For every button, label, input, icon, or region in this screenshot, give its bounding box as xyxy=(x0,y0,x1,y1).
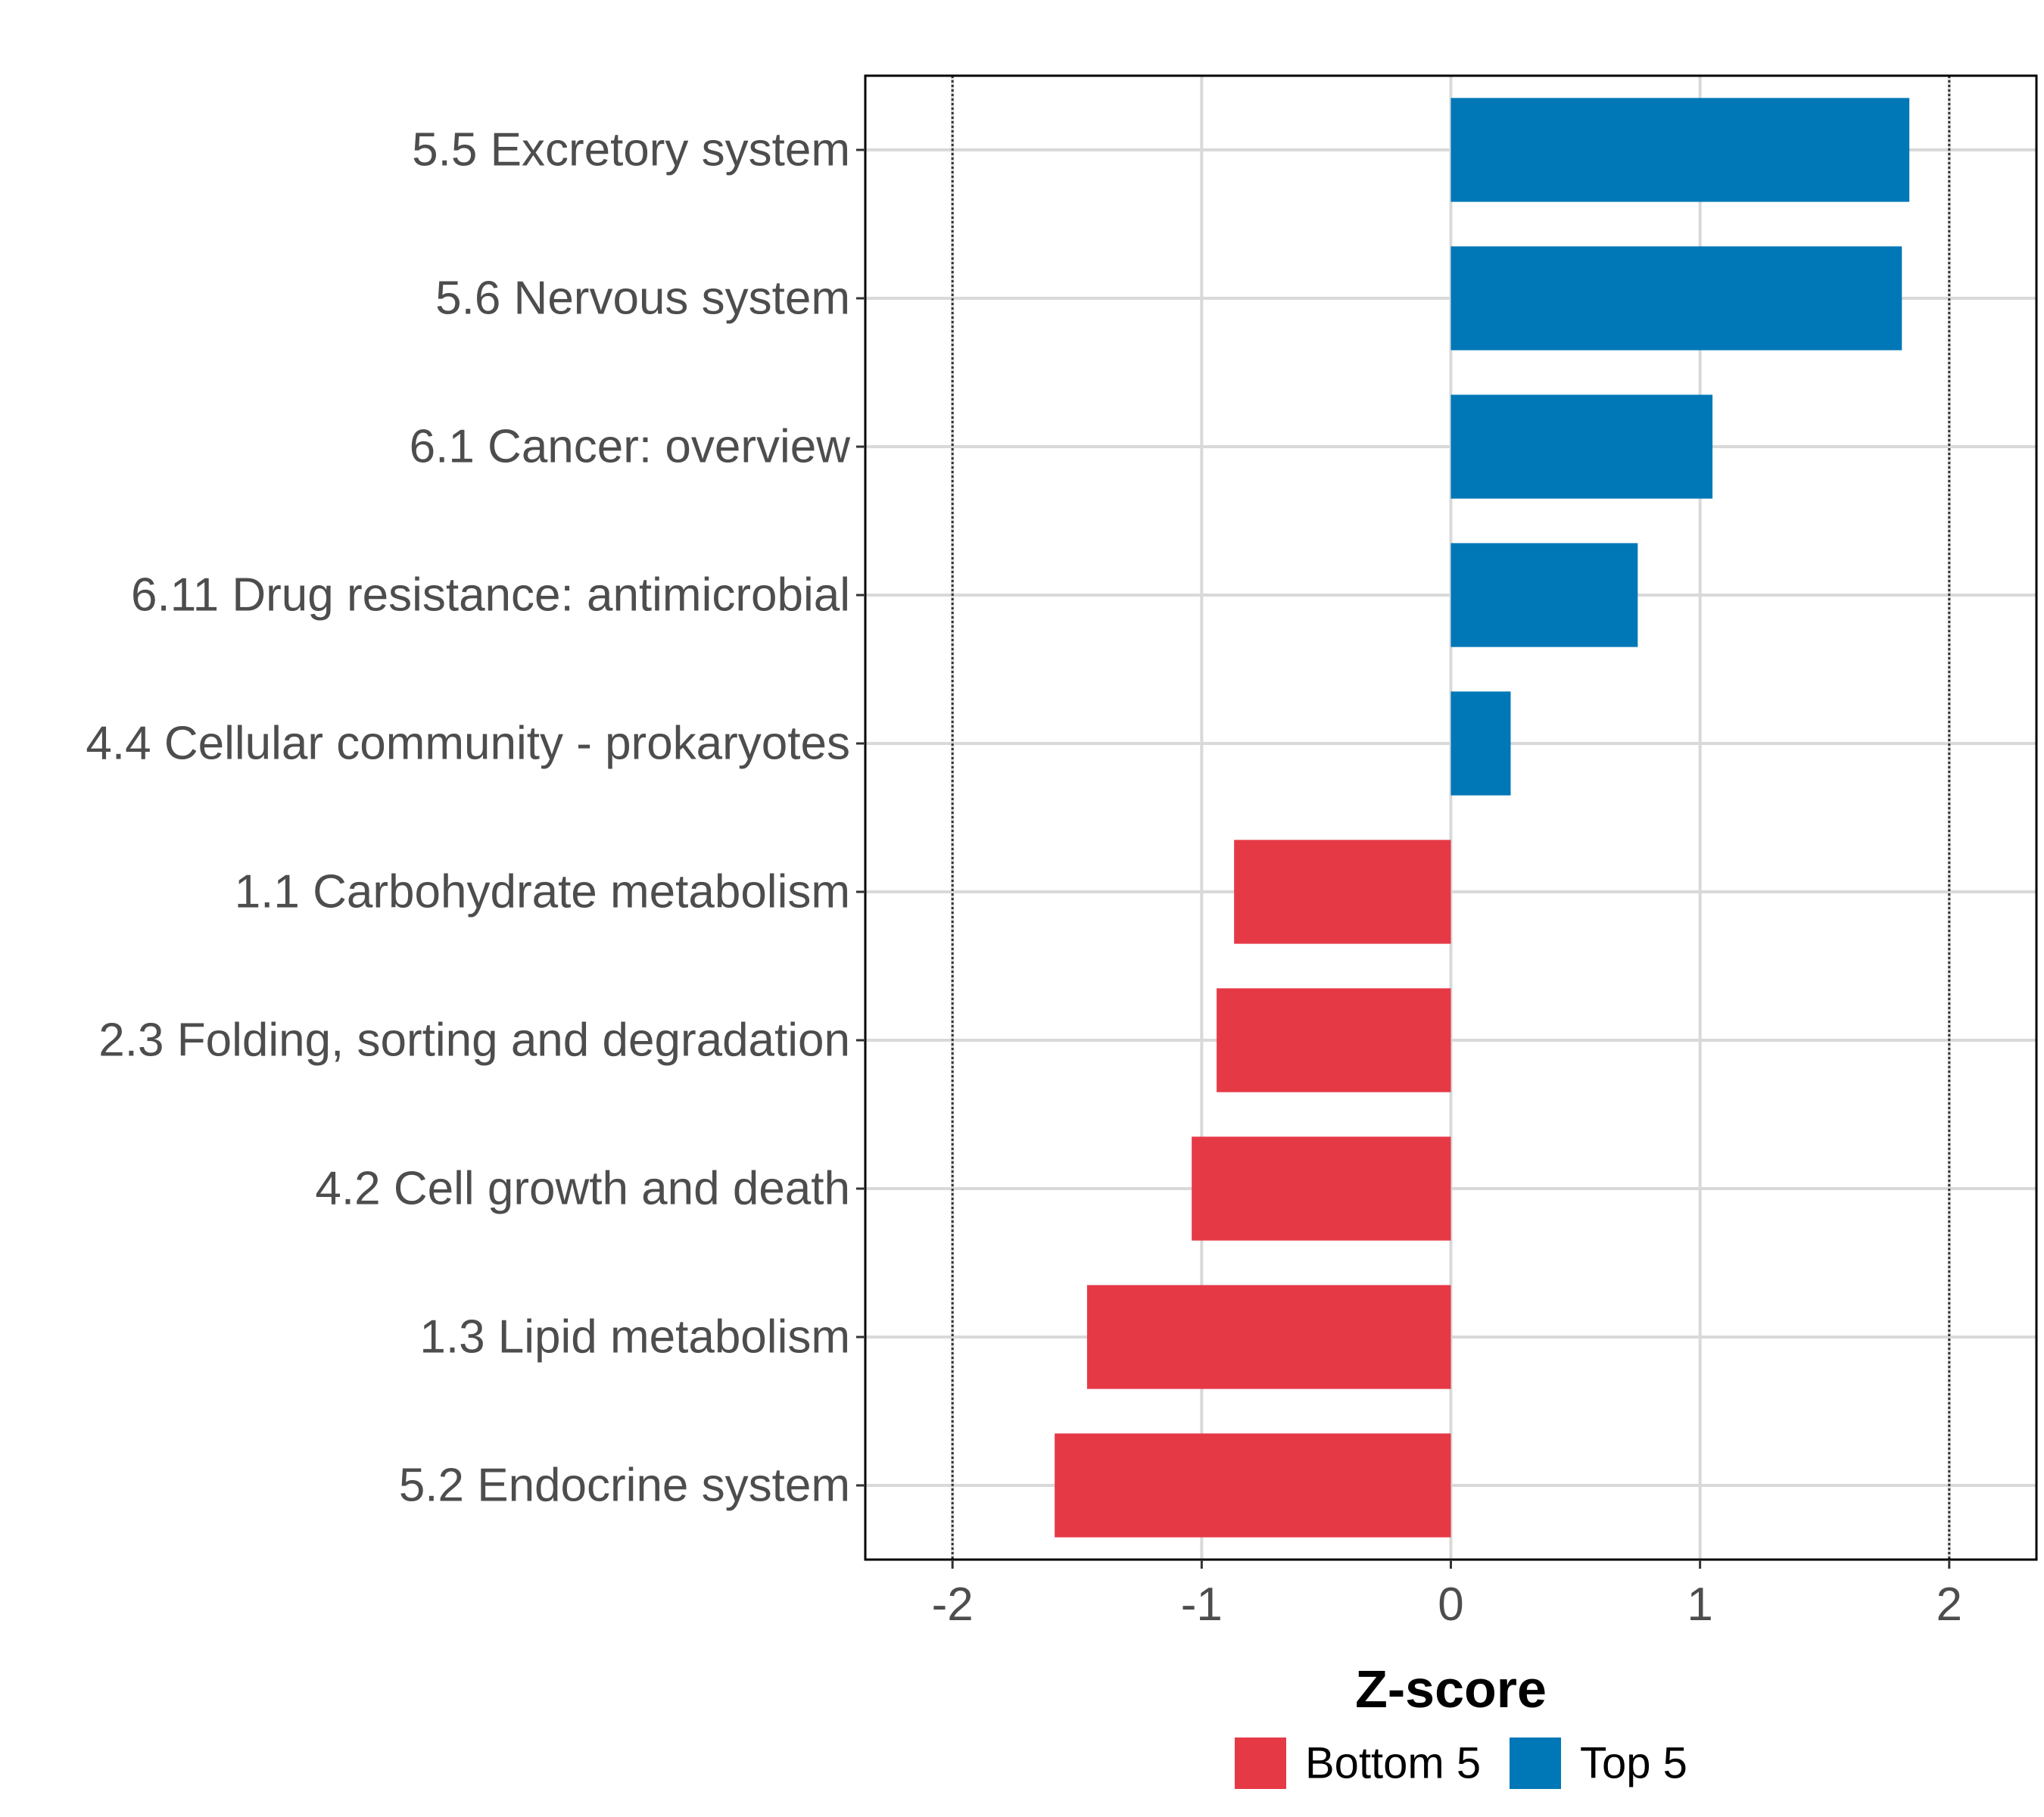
bar xyxy=(1086,1285,1451,1389)
legend: Bottom 5 Top 5 xyxy=(1235,1738,1687,1789)
legend-label: Bottom 5 xyxy=(1305,1739,1481,1788)
bars xyxy=(1055,98,1910,1538)
y-axis: 5.5 Excretory system 5.6 Nervous system 6.… xyxy=(86,124,865,1512)
bar xyxy=(1450,394,1713,499)
category-label: 6.1 Cancer: overview xyxy=(410,421,851,473)
category-label: 5.5 Excretory system xyxy=(412,124,850,176)
x-tick-label: 0 xyxy=(1438,1579,1463,1631)
category-label: 4.4 Cellular community - prokaryotes xyxy=(86,718,850,770)
bar xyxy=(1217,988,1451,1092)
x-axis: -2 -1 0 1 2 xyxy=(932,1560,1962,1631)
legend-key xyxy=(1235,1738,1286,1789)
x-axis-title: Z-score xyxy=(1355,1660,1547,1719)
category-label: 4.2 Cell growth and death xyxy=(315,1163,850,1215)
bar xyxy=(1450,691,1511,796)
category-label: 5.2 Endocrine system xyxy=(399,1460,850,1512)
x-tick-label: 1 xyxy=(1687,1579,1712,1631)
category-label: 2.3 Folding, sorting and degradation xyxy=(98,1014,850,1067)
category-label: 5.6 Nervous system xyxy=(435,273,850,325)
bar xyxy=(1055,1433,1451,1538)
category-label: 1.1 Carbohydrate metabolism xyxy=(235,866,850,918)
bar xyxy=(1234,840,1451,944)
bar xyxy=(1450,98,1910,202)
legend-label: Top 5 xyxy=(1580,1739,1687,1788)
x-tick-label: 2 xyxy=(1937,1579,1962,1631)
bar xyxy=(1450,543,1638,647)
x-tick-label: -2 xyxy=(932,1579,974,1631)
x-tick-label: -1 xyxy=(1181,1579,1223,1631)
category-label: 1.3 Lipid metabolism xyxy=(419,1311,850,1364)
bar xyxy=(1192,1136,1451,1241)
category-label: 6.11 Drug resistance: antimicrobial xyxy=(131,569,850,622)
reference-lines xyxy=(951,76,1951,1560)
bar xyxy=(1450,246,1902,351)
legend-key xyxy=(1510,1738,1561,1789)
